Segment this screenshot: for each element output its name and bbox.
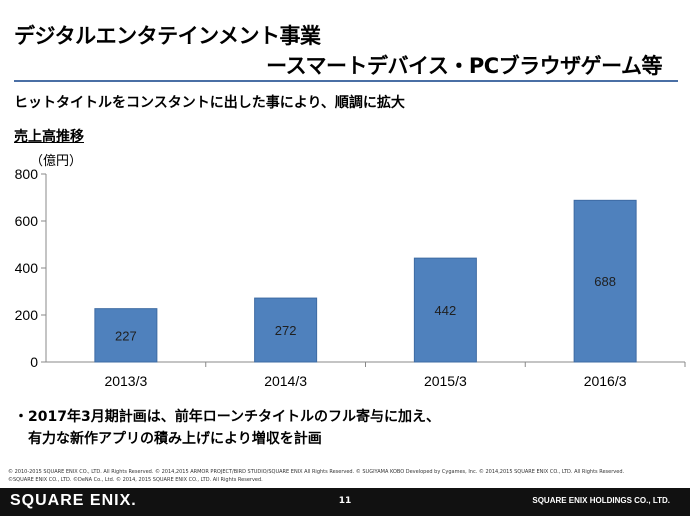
square-enix-logo: SQUARE ENIX. (10, 492, 137, 509)
section-heading: 売上高推移 (14, 129, 84, 145)
bar (94, 308, 158, 363)
bar-data-label: 227 (115, 328, 137, 343)
x-category-label: 2016/3 (584, 373, 627, 389)
bar-data-label: 688 (594, 274, 616, 289)
x-category-label: 2014/3 (264, 373, 307, 389)
bar-data-label: 442 (435, 303, 457, 318)
bar (413, 257, 477, 363)
plan-note-line2: 有力な新作アプリの積み上げにより増収を計画 (28, 431, 322, 447)
copyright-notice: © 2010-2015 SQUARE ENIX CO., LTD. All Ri… (8, 468, 624, 484)
bar (573, 199, 637, 363)
x-category-label: 2013/3 (104, 373, 147, 389)
x-category-label: 2015/3 (424, 373, 467, 389)
plan-note: ・2017年3月期計画は、前年ローンチタイトルのフル寄与に加え、 有力な新作アプ… (14, 406, 440, 450)
copyright-line1: © 2010-2015 SQUARE ENIX CO., LTD. All Ri… (8, 469, 625, 475)
y-tick-label: 200 (15, 307, 39, 323)
y-tick-label: 400 (15, 260, 39, 276)
bar-data-label: 272 (275, 323, 297, 338)
y-tick-label: 800 (15, 166, 39, 182)
y-tick-label: 600 (15, 213, 39, 229)
y-axis-unit-label: （億円） (30, 154, 83, 169)
slide-title-sub: ースマートデバイス・PCブラウザゲーム等 (266, 54, 662, 78)
slide-subtitle: ヒットタイトルをコンスタントに出した事により、順調に拡大 (14, 95, 405, 111)
y-tick-label: 0 (30, 354, 38, 370)
copyright-line2: ©SQUARE ENIX CO., LTD. ©DeNA Co., Ltd. ©… (8, 477, 263, 483)
company-name: SQUARE ENIX HOLDINGS CO., LTD. (532, 496, 670, 505)
bar (254, 297, 318, 363)
bar-chart: 0 200 400 600 800 227 2013/3 272 2014/3 442 2015/3… (15, 166, 686, 389)
page-number: 11 (338, 496, 352, 506)
title-divider (14, 80, 678, 82)
footer-bar (0, 488, 690, 516)
plan-note-line1: ・2017年3月期計画は、前年ローンチタイトルのフル寄与に加え、 (14, 409, 441, 425)
slide-title: デジタルエンタテインメント事業 (14, 24, 321, 48)
